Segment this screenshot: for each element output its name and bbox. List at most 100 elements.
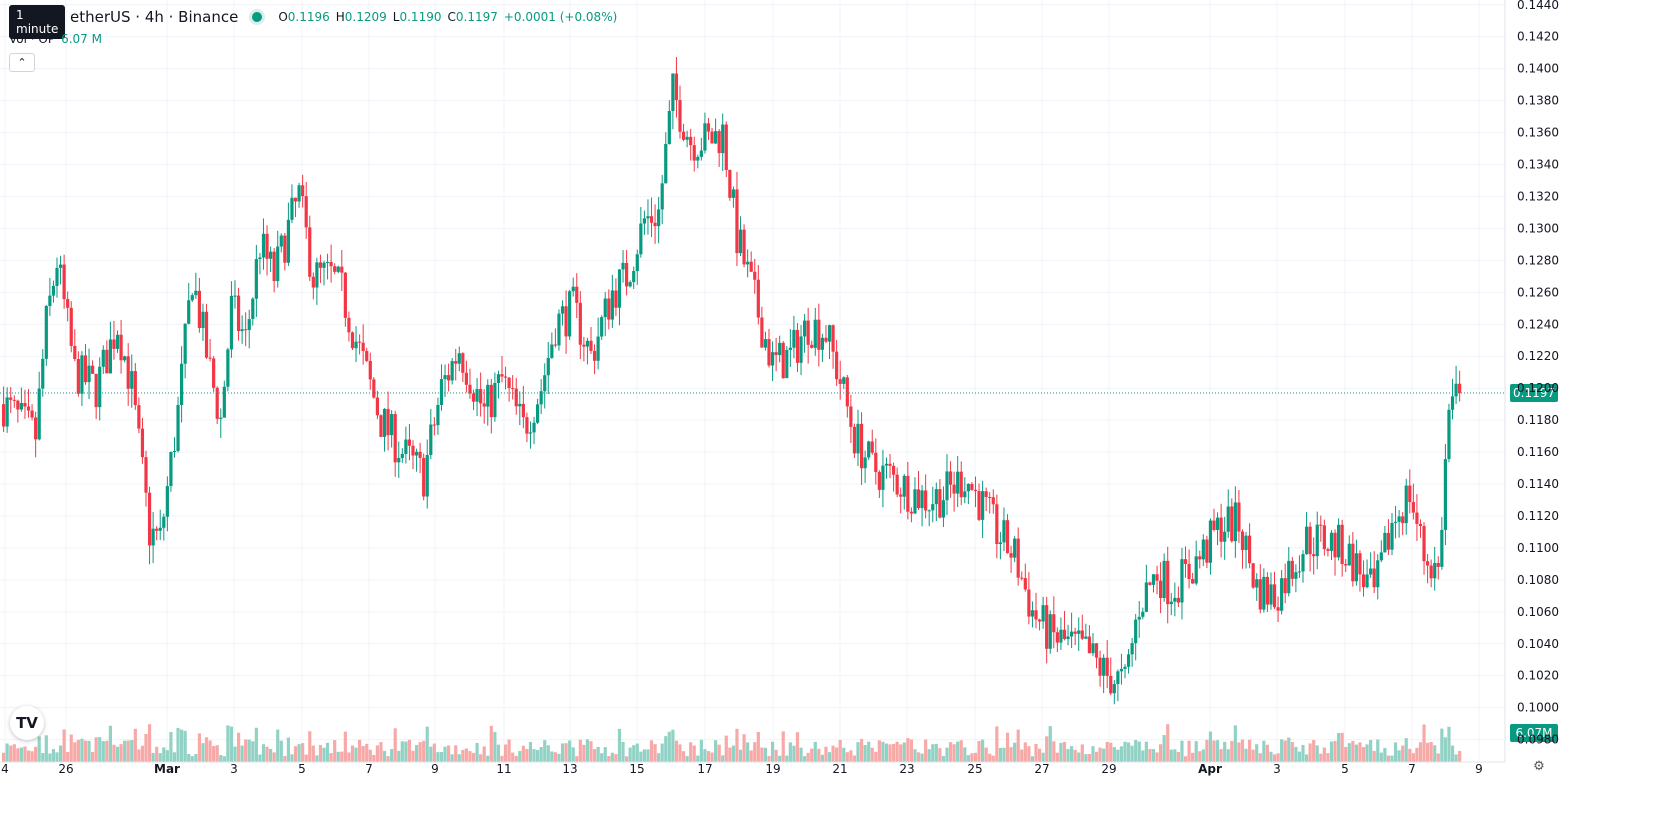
volume-bar <box>1237 742 1241 762</box>
candle <box>1337 518 1341 561</box>
candle <box>1151 574 1156 593</box>
gear-icon[interactable]: ⚙ <box>1533 759 1545 774</box>
price-tick-label: 0.1020 <box>1517 669 1559 683</box>
candle-body <box>735 189 739 254</box>
candle <box>539 379 543 415</box>
volume-legend[interactable]: Vol · OP 6.07 M <box>9 32 102 46</box>
candle-body <box>269 251 273 259</box>
candle <box>867 440 871 461</box>
time-tick-label: 9 <box>1475 762 1483 776</box>
candle <box>1173 582 1177 617</box>
candle-body <box>956 471 960 494</box>
candle <box>1301 550 1305 583</box>
price-axis: 0.0980 0.1000 0.1020 0.1040 0.1060 0.1080 0.11… <box>1504 0 1559 762</box>
candle-body <box>496 374 501 383</box>
volume-bar <box>158 753 162 762</box>
candle-body <box>1201 539 1205 560</box>
candle-body <box>390 414 394 436</box>
candle-body <box>1215 517 1220 530</box>
volume-bar <box>746 742 750 762</box>
volume-bar <box>610 752 614 762</box>
candle-body <box>1376 560 1380 588</box>
volume-bar <box>1027 746 1031 762</box>
candle-body <box>913 489 917 514</box>
candle <box>215 386 219 425</box>
volume-bar <box>461 749 465 762</box>
volume-bar <box>553 752 557 762</box>
volume-bar <box>418 742 422 762</box>
volume-bar <box>489 725 493 762</box>
candle <box>208 338 212 362</box>
volume-bar <box>600 753 604 762</box>
candle <box>1418 519 1423 538</box>
market-status-icon <box>252 12 263 22</box>
candle <box>12 395 16 408</box>
candle <box>578 291 582 360</box>
candle-body <box>984 491 988 498</box>
candle-body <box>646 216 650 219</box>
candle-body <box>1458 383 1462 393</box>
candle-body <box>817 319 821 350</box>
volume-bar <box>301 743 305 762</box>
volume-bar <box>1037 748 1042 762</box>
candle-body <box>368 360 372 380</box>
candle <box>1329 530 1334 561</box>
candle <box>372 377 376 399</box>
candle-body <box>931 504 935 511</box>
candle-body <box>1230 506 1234 542</box>
candle <box>1248 523 1252 569</box>
candle-body <box>101 349 105 367</box>
candle <box>1376 554 1380 600</box>
candle <box>1187 549 1191 589</box>
tradingview-logo-icon[interactable]: TV <box>10 706 44 740</box>
candle <box>162 513 166 541</box>
volume-bar <box>1020 749 1024 762</box>
price-tick-label: 0.1120 <box>1517 509 1559 523</box>
candle-body <box>1187 563 1191 580</box>
candle-body <box>639 223 643 255</box>
candle-body <box>571 286 575 292</box>
volume-bar <box>874 751 878 762</box>
candle-body <box>1312 554 1316 557</box>
candle <box>1351 532 1355 587</box>
candle <box>706 117 711 140</box>
volume-bar <box>532 749 536 762</box>
candle <box>1255 573 1259 601</box>
collapse-legend-button[interactable]: ⌃ <box>9 53 35 72</box>
candle <box>222 380 226 418</box>
volume-bar <box>240 745 244 762</box>
candle <box>1219 503 1223 558</box>
candle <box>258 252 262 275</box>
candle-body <box>664 143 668 184</box>
volume-bar <box>1151 749 1156 762</box>
candle <box>165 476 169 532</box>
candle-body <box>1205 539 1209 563</box>
volume-bar <box>827 752 832 762</box>
volume-bar <box>977 741 981 762</box>
volume-bar <box>1251 749 1255 762</box>
candle-body <box>197 290 201 329</box>
volume-bar <box>778 755 782 762</box>
candle-body <box>1009 553 1013 558</box>
volume-bar <box>1408 748 1412 762</box>
volume-bar <box>560 743 565 762</box>
candle <box>906 461 910 520</box>
volume-bar <box>119 744 123 762</box>
candle <box>105 340 109 374</box>
candle-body <box>1151 574 1156 585</box>
volume-bar <box>945 747 949 762</box>
volume-bar <box>176 727 180 762</box>
volume-bar <box>785 755 789 762</box>
candle-body <box>1276 607 1280 611</box>
candle <box>1094 642 1099 669</box>
volume-bar <box>1002 747 1006 762</box>
symbol-title[interactable]: etherUS · 4h · Binance <box>70 8 239 26</box>
candle <box>1294 564 1298 593</box>
candle-body <box>774 352 778 356</box>
candle-body <box>653 222 657 227</box>
candle <box>1059 617 1063 650</box>
candle <box>770 341 775 381</box>
candle-body <box>1223 531 1227 542</box>
candle <box>1205 535 1209 569</box>
